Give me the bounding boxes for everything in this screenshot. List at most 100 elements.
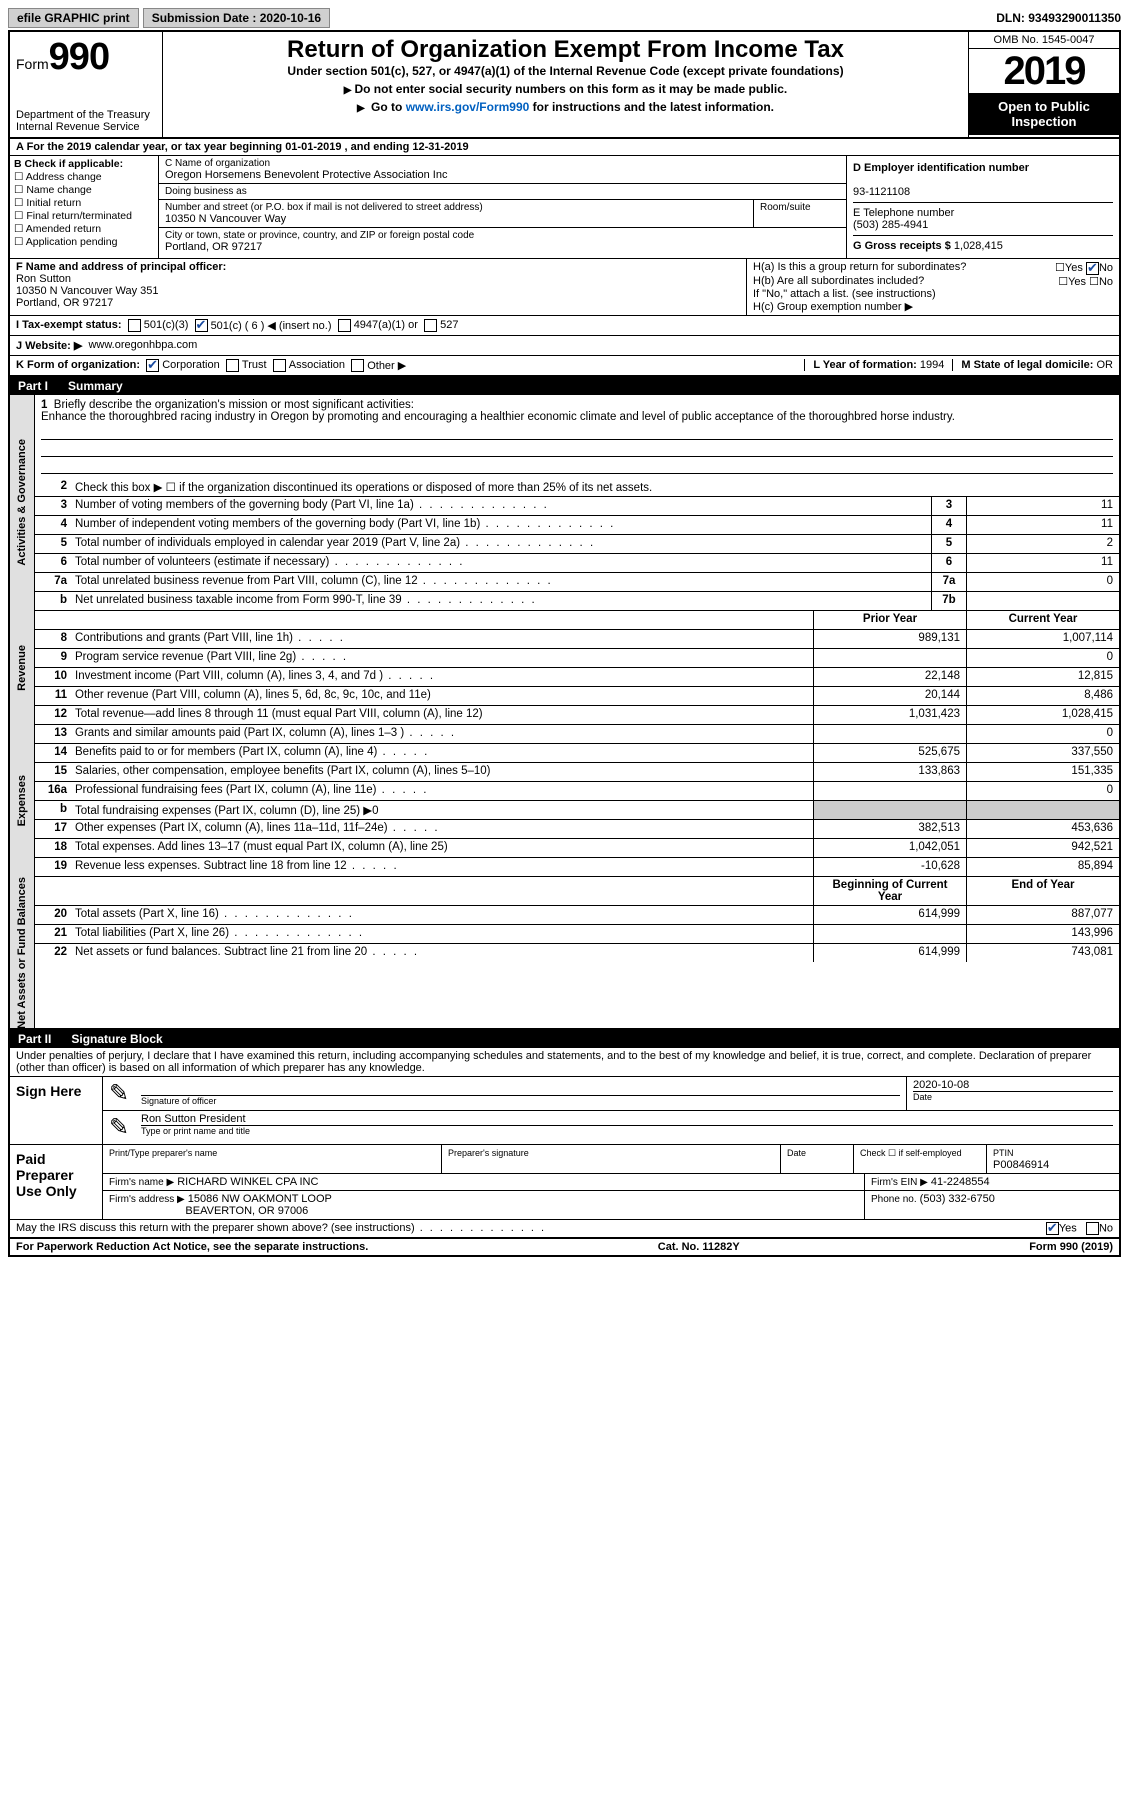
cb-name-change[interactable]: ☐ Name change bbox=[14, 184, 154, 196]
line-7a: 7aTotal unrelated business revenue from … bbox=[35, 573, 1119, 592]
sign-here-label: Sign Here bbox=[10, 1077, 103, 1144]
cb-501c[interactable] bbox=[195, 319, 208, 332]
gross-label: G Gross receipts $ bbox=[853, 240, 951, 252]
line-5: 5Total number of individuals employed in… bbox=[35, 535, 1119, 554]
cb-other[interactable] bbox=[351, 359, 364, 372]
officer-name: Ron Sutton bbox=[16, 273, 71, 285]
line-3: 3Number of voting members of the governi… bbox=[35, 497, 1119, 516]
revenue-section: Revenue Prior YearCurrent Year 8Contribu… bbox=[10, 611, 1119, 725]
part2-header: Part II Signature Block bbox=[10, 1030, 1119, 1048]
top-toolbar: efile GRAPHIC print Submission Date : 20… bbox=[8, 8, 1121, 28]
vtab-expenses: Expenses bbox=[10, 725, 35, 877]
form-page: Form990 Department of the Treasury Inter… bbox=[8, 30, 1121, 1257]
activities-governance-section: Activities & Governance 1 Briefly descri… bbox=[10, 395, 1119, 611]
cb-501c3[interactable] bbox=[128, 319, 141, 332]
cb-ha-no[interactable] bbox=[1086, 262, 1099, 275]
officer-addr1: 10350 N Vancouver Way 351 bbox=[16, 285, 158, 297]
line-4: 4Number of independent voting members of… bbox=[35, 516, 1119, 535]
row-k-form-org: K Form of organization: Corporation Trus… bbox=[10, 356, 1119, 377]
cb-assoc[interactable] bbox=[273, 359, 286, 372]
line-16b: bTotal fundraising expenses (Part IX, co… bbox=[35, 801, 1119, 820]
boy-eoy-header: Beginning of Current YearEnd of Year bbox=[35, 877, 1119, 906]
officer-addr2: Portland, OR 97217 bbox=[16, 297, 113, 309]
header-left: Form990 Department of the Treasury Inter… bbox=[10, 32, 163, 137]
signature-block: Under penalties of perjury, I declare th… bbox=[10, 1048, 1119, 1239]
street-value: 10350 N Vancouver Way bbox=[165, 213, 747, 225]
vtab-activities: Activities & Governance bbox=[10, 395, 35, 611]
dln: DLN: 93493290011350 bbox=[996, 11, 1121, 25]
row-i-tax-status: I Tax-exempt status: 501(c)(3) 501(c) ( … bbox=[10, 316, 1119, 336]
box-h: H(a) Is this a group return for subordin… bbox=[747, 259, 1119, 315]
cb-corp[interactable] bbox=[146, 359, 159, 372]
form-header: Form990 Department of the Treasury Inter… bbox=[10, 32, 1119, 139]
box-b: B Check if applicable: ☐ Address change … bbox=[10, 156, 159, 258]
org-name: Oregon Horsemens Benevolent Protective A… bbox=[165, 169, 840, 181]
ein-label: D Employer identification number bbox=[853, 162, 1029, 174]
gross-value: 1,028,415 bbox=[954, 240, 1003, 252]
ssn-warning: Do not enter social security numbers on … bbox=[169, 82, 962, 96]
line-21: 21Total liabilities (Part X, line 26) 14… bbox=[35, 925, 1119, 944]
header-title-block: Return of Organization Exempt From Incom… bbox=[163, 32, 968, 137]
line-13: 13Grants and similar amounts paid (Part … bbox=[35, 725, 1119, 744]
block-fh: F Name and address of principal officer:… bbox=[10, 259, 1119, 316]
ein-value: 93-1121108 bbox=[853, 186, 910, 198]
perjury-statement: Under penalties of perjury, I declare th… bbox=[10, 1048, 1119, 1077]
line-2: 2Check this box ▶ ☐ if the organization … bbox=[35, 478, 1119, 497]
form-ref: Form 990 (2019) bbox=[1029, 1241, 1113, 1253]
header-right: OMB No. 1545-0047 2019 Open to PublicIns… bbox=[968, 32, 1119, 137]
org-name-label: C Name of organization bbox=[165, 158, 840, 169]
form-subtitle: Under section 501(c), 527, or 4947(a)(1)… bbox=[169, 64, 962, 78]
discuss-row: May the IRS discuss this return with the… bbox=[10, 1220, 1119, 1239]
instructions-link-line: Go to www.irs.gov/Form990 for instructio… bbox=[169, 100, 962, 114]
paid-preparer-row: PaidPreparerUse Only Print/Type preparer… bbox=[10, 1145, 1119, 1220]
cb-4947[interactable] bbox=[338, 319, 351, 332]
cb-trust[interactable] bbox=[226, 359, 239, 372]
room-label: Room/suite bbox=[760, 202, 840, 213]
line-18: 18Total expenses. Add lines 13–17 (must … bbox=[35, 839, 1119, 858]
row-j-website: J Website: ▶ www.oregonhbpa.com bbox=[10, 336, 1119, 356]
submission-date: Submission Date : 2020-10-16 bbox=[143, 8, 330, 28]
line-7b: bNet unrelated business taxable income f… bbox=[35, 592, 1119, 611]
form990-link[interactable]: www.irs.gov/Form990 bbox=[406, 100, 530, 114]
expenses-section: Expenses 13Grants and similar amounts pa… bbox=[10, 725, 1119, 877]
irs-label: Internal Revenue Service bbox=[16, 121, 156, 133]
line-1-mission: 1 Briefly describe the organization's mi… bbox=[35, 395, 1119, 478]
open-to-public: Open to PublicInspection bbox=[969, 93, 1119, 135]
city-label: City or town, state or province, country… bbox=[165, 230, 840, 241]
cb-527[interactable] bbox=[424, 319, 437, 332]
efile-print-button[interactable]: efile GRAPHIC print bbox=[8, 8, 139, 28]
page-footer: For Paperwork Reduction Act Notice, see … bbox=[10, 1239, 1119, 1255]
cb-discuss-no[interactable] bbox=[1086, 1222, 1099, 1235]
cb-initial-return[interactable]: ☐ Initial return bbox=[14, 197, 154, 209]
city-value: Portland, OR 97217 bbox=[165, 241, 840, 253]
street-label: Number and street (or P.O. box if mail i… bbox=[165, 202, 747, 213]
tel-value: (503) 285-4941 bbox=[853, 219, 928, 231]
sign-here-row: Sign Here ✎ Signature of officer 2020-10… bbox=[10, 1077, 1119, 1145]
box-c: C Name of organization Oregon Horsemens … bbox=[159, 156, 847, 258]
cb-application-pending[interactable]: ☐ Application pending bbox=[14, 236, 154, 248]
line-17: 17Other expenses (Part IX, column (A), l… bbox=[35, 820, 1119, 839]
cb-address-change[interactable]: ☐ Address change bbox=[14, 171, 154, 183]
py-cy-header: Prior YearCurrent Year bbox=[35, 611, 1119, 630]
tax-year: 2019 bbox=[969, 49, 1119, 93]
netassets-section: Net Assets or Fund Balances Beginning of… bbox=[10, 877, 1119, 1031]
box-d-e-g: D Employer identification number 93-1121… bbox=[847, 156, 1119, 258]
line-6: 6Total number of volunteers (estimate if… bbox=[35, 554, 1119, 573]
cb-discuss-yes[interactable] bbox=[1046, 1222, 1059, 1235]
line-8: 8Contributions and grants (Part VIII, li… bbox=[35, 630, 1119, 649]
dba-label: Doing business as bbox=[165, 186, 840, 197]
line-12: 12Total revenue—add lines 8 through 11 (… bbox=[35, 706, 1119, 725]
paperwork-notice: For Paperwork Reduction Act Notice, see … bbox=[16, 1241, 368, 1253]
line-22: 22Net assets or fund balances. Subtract … bbox=[35, 944, 1119, 962]
cb-amended[interactable]: ☐ Amended return bbox=[14, 223, 154, 235]
cb-final-return[interactable]: ☐ Final return/terminated bbox=[14, 210, 154, 222]
vtab-revenue: Revenue bbox=[10, 611, 35, 725]
vtab-netassets: Net Assets or Fund Balances bbox=[10, 877, 35, 1029]
box-f: F Name and address of principal officer:… bbox=[10, 259, 747, 315]
line-9: 9Program service revenue (Part VIII, lin… bbox=[35, 649, 1119, 668]
line-14: 14Benefits paid to or for members (Part … bbox=[35, 744, 1119, 763]
line-11: 11Other revenue (Part VIII, column (A), … bbox=[35, 687, 1119, 706]
block-bcd: B Check if applicable: ☐ Address change … bbox=[10, 156, 1119, 259]
line-20: 20Total assets (Part X, line 16) 614,999… bbox=[35, 906, 1119, 925]
line-19: 19Revenue less expenses. Subtract line 1… bbox=[35, 858, 1119, 877]
